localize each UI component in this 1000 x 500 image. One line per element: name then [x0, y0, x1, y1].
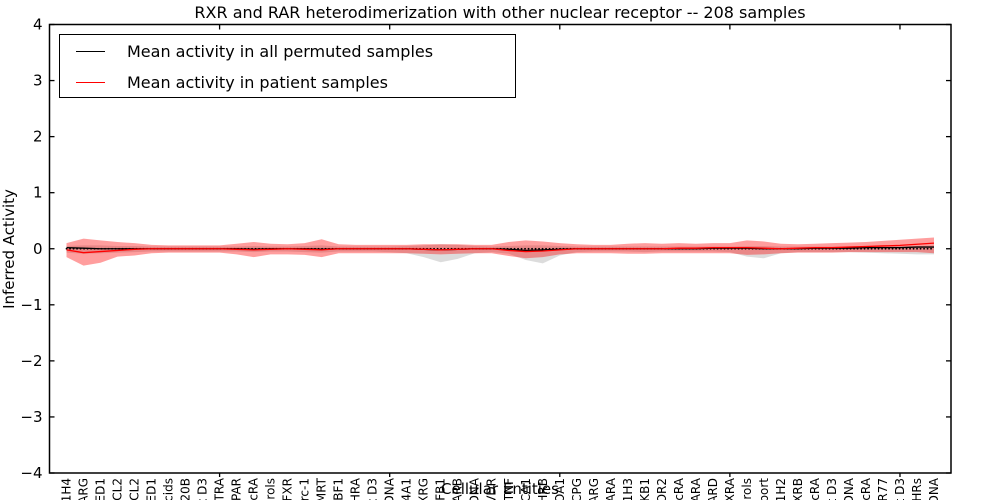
x-category-label: TNF: [502, 478, 516, 500]
y-tick-label: 2: [33, 128, 43, 146]
legend-label: Mean activity in all permuted samples: [127, 42, 434, 61]
y-tick-label: 4: [33, 16, 43, 34]
x-category-label: RARB: [451, 478, 465, 500]
x-category-label: RXRs/NUR77: [876, 478, 890, 500]
x-category-label: NR4A1: [400, 478, 414, 500]
x-category-label: RARs/RARs/DNA/9cRA: [808, 477, 822, 500]
x-category-label: RPS6KB1: [638, 478, 652, 500]
x-category-label: RXRs/PPAR/9cRA/PGJ2/DNA: [842, 477, 856, 500]
x-category-label: NR1H4: [60, 478, 74, 500]
x-category-label: mol:Oxysterols: [264, 478, 278, 500]
y-tick-label: 0: [33, 240, 43, 258]
x-category-label: mol:ATRA: [213, 477, 227, 500]
legend-item-patient: Mean activity in patient samples: [60, 68, 515, 97]
x-category-label: RXRG: [417, 478, 431, 500]
x-category-label: SREBF1: [332, 478, 346, 500]
y-axis-title: Inferred Activity: [0, 189, 18, 309]
x-category-label: RXRs/LXRs/DNA: [927, 477, 941, 500]
y-tick-label: −3: [20, 408, 42, 426]
x-category-label: RARs/THRs/DNA/Src-1: [298, 478, 312, 500]
legend-label: Mean activity in patient samples: [127, 73, 388, 92]
x-category-label: PPARG: [77, 478, 91, 500]
x-category-label: RARG: [587, 478, 601, 500]
x-category-label: PPARD: [706, 478, 720, 500]
x-category-label: cholesterol transport: [757, 478, 771, 500]
y-tick-label: −2: [20, 352, 42, 370]
x-category-label: RXRB: [791, 478, 805, 500]
x-category-label: mol:9cRA: [247, 477, 261, 500]
x-category-label: RARA: [689, 477, 703, 500]
legend-item-permuted: Mean activity in all permuted samples: [60, 37, 515, 66]
x-category-label: THRA: [349, 477, 363, 500]
y-tick-label: −4: [20, 464, 42, 482]
x-category-label: mol:Vit D3: [196, 478, 210, 500]
x-category-label: NR1H2: [774, 478, 788, 500]
patient-line-sample-icon: [76, 82, 105, 83]
x-category-label: RXRs/VDR/DNA/Vit D3: [893, 478, 907, 500]
x-category-label: RXRs/FXR/9cRA/MED1: [94, 478, 108, 500]
y-tick-label: 3: [33, 72, 43, 90]
patient-std-band: [66, 237, 934, 266]
legend: Mean activity in all permuted samples Me…: [59, 34, 516, 98]
x-category-label: ABCA1: [519, 478, 533, 500]
x-category-label: BCL2: [128, 478, 142, 500]
x-category-label: RARs/THRs: [910, 478, 924, 500]
x-category-label: VDR/VDR/Vit D3: [366, 478, 380, 500]
x-category-label: RXRs/RXRs/DNA/9cRA: [859, 477, 873, 500]
y-tick-label: −1: [20, 296, 42, 314]
x-category-label: RXRs/NUR77/BCL2: [111, 478, 125, 500]
x-category-label: THRB: [536, 478, 550, 500]
x-category-label: RXRs/PPAR: [230, 478, 244, 500]
x-category-label: RXRs/FXR: [281, 478, 295, 500]
y-tick-label: 1: [33, 184, 43, 202]
x-category-label: RXRs/LXRs/DNA/Oxysterols: [740, 478, 754, 500]
x-category-label: mol:Bile acids: [162, 478, 176, 500]
x-category-label: VDR: [485, 478, 499, 500]
x-category-label: RARs/THRs/DNA/SMRT: [315, 477, 329, 500]
x-category-label: MED1: [145, 478, 159, 500]
x-category-label: NCOR2: [655, 478, 669, 500]
x-category-label: RARs/VDR/DNA/Vit D3: [825, 478, 839, 500]
x-category-label: RXRA: [723, 477, 737, 500]
x-category-label: RXRs/LXRs/DNA/9cRA: [672, 477, 686, 500]
x-axis-title: Cellular Entities: [441, 480, 559, 498]
x-category-label: VDR/VDR/DNA: [468, 477, 482, 500]
x-category-label: NCOA1: [553, 478, 567, 500]
x-category-label: PPARA: [604, 477, 618, 500]
chart-title: RXR and RAR heterodimerization with othe…: [194, 3, 806, 22]
x-category-label: VDR/Vit D3/DNA: [383, 477, 397, 500]
x-category-label: FAM120B: [179, 478, 193, 500]
x-category-label: TGFB1: [434, 478, 448, 500]
patient-mean-line: [66, 242, 935, 254]
permuted-line-sample-icon: [76, 51, 105, 52]
x-category-label: NR1H3: [621, 478, 635, 500]
x-category-label: RXR alpha/CCPG: [570, 478, 584, 500]
